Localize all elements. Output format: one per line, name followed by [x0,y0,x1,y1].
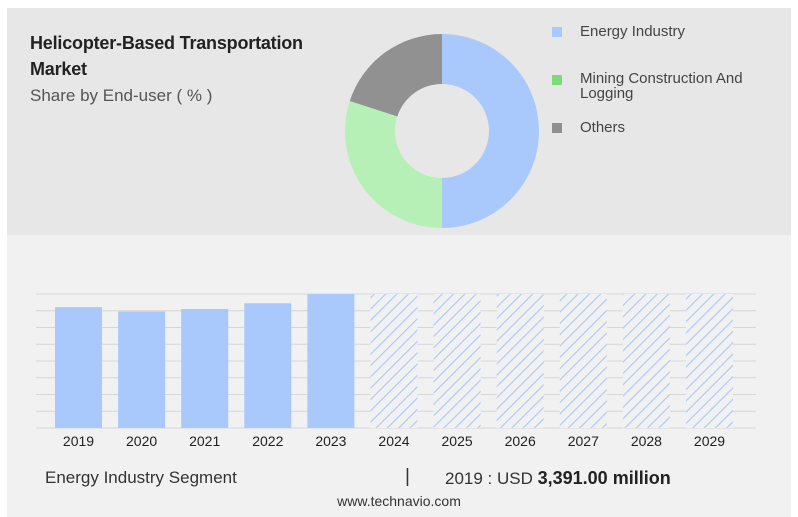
bar-2025 [433,294,481,428]
legend-swatch-others [552,123,562,133]
footer-segment: Energy Industry Segment [45,468,237,487]
bars [55,294,733,428]
bar-2019 [55,307,102,428]
chart-subtitle: Share by End-user ( % ) [30,86,213,105]
legend-label-mining: Mining Construction And Logging [580,70,743,102]
bar-2026 [496,294,544,428]
bar-2020 [118,311,166,428]
footer-separator: | [405,466,410,487]
bar-2027 [559,294,607,428]
x-tick-label-2020: 2020 [126,433,157,449]
donut-slice-others [349,34,442,117]
x-tick-labels: 2019 2020 2021 2022 2023 2024 2025 2026 2027 2028… [63,433,725,449]
bar-2028 [622,294,670,428]
footer-value-amount: 3,391.00 million [537,468,671,488]
x-tick-label-2021: 2021 [189,433,220,449]
x-tick-label-2019: 2019 [63,433,94,449]
footer-value-prefix: 2019 : USD [445,469,533,488]
bar-2023 [307,294,355,428]
x-tick-label-2026: 2026 [505,433,536,449]
x-tick-label-2025: 2025 [442,433,473,449]
footer-value: 2019 : USD 3,391.00 million [445,468,671,489]
x-tick-label-2029: 2029 [694,433,725,449]
x-tick-label-2024: 2024 [378,433,409,449]
legend-swatch-energy [552,27,562,37]
chart-title: Helicopter-Based Transportation Market [30,33,303,79]
legend-label-others: Others [580,119,626,136]
bar-2029 [686,294,733,428]
bar-2021 [181,308,229,428]
bar-2024 [370,294,418,428]
donut-slice-energy-industry [442,34,539,228]
x-tick-label-2028: 2028 [631,433,662,449]
donut-slice-mining-construction-and-logging [345,101,442,228]
legend-swatch-mining [552,75,562,85]
x-tick-label-2027: 2027 [568,433,599,449]
x-tick-label-2023: 2023 [315,433,346,449]
donut-chart [345,34,539,228]
footer-source: www.technavio.com [337,493,461,509]
x-tick-label-2022: 2022 [252,433,283,449]
legend-label-energy: Energy Industry [580,23,686,40]
bar-2022 [244,303,292,428]
